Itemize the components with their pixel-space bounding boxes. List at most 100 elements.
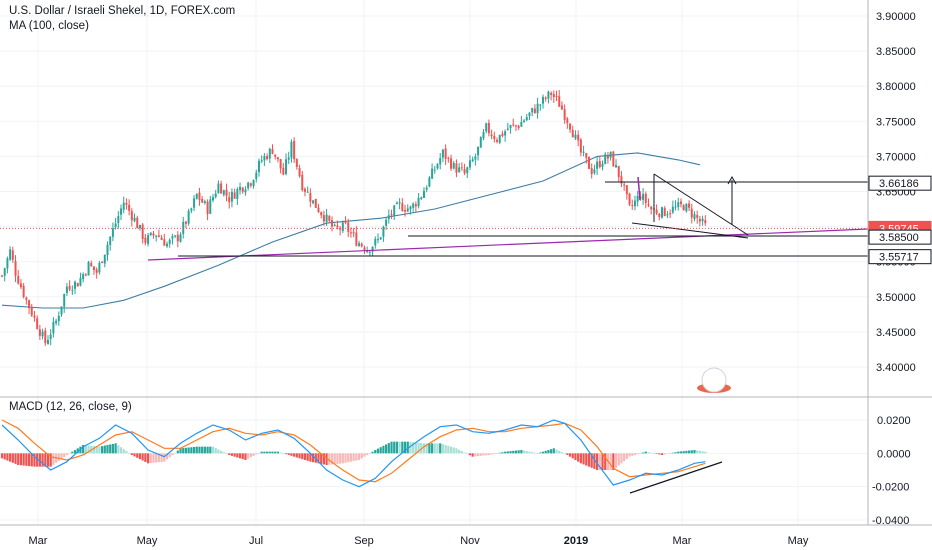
macd-histogram-bar [585,453,588,466]
candle-body [201,198,204,203]
trend-drawings[interactable] [0,173,869,261]
candle [193,195,196,212]
macd-histogram-bar [174,452,177,454]
candle-body [92,266,95,271]
x-tick-label: Nov [460,535,480,547]
macd-histogram-bar [679,451,683,454]
macd-histogram-bar [547,450,550,454]
candle [317,203,320,213]
macd-histogram-bar [138,453,142,460]
macd-histogram-bar [590,453,593,468]
candle [220,180,223,194]
candle-body [447,157,450,159]
candle [287,151,290,165]
macd-divergence-trendline [629,461,723,494]
candle-body [76,283,79,287]
candle [560,101,563,110]
candle [9,246,12,262]
candle [404,204,407,217]
macd-histogram-bar [520,450,523,454]
candle-body [290,141,293,158]
candle-body [579,139,582,153]
candle-body [563,109,566,120]
macd-histogram-bar [563,453,566,454]
macd-histogram-bar [309,453,312,462]
candle-body [374,238,377,246]
candle [341,220,344,233]
candle [593,164,596,175]
y-tick-label: 3.80000 [876,81,916,93]
candle-body [239,186,242,191]
candle [33,311,36,322]
macd-histogram-bar [625,453,628,459]
macd-histogram-bar [468,453,472,456]
candle [590,163,593,179]
macd-histogram-bar [236,453,239,458]
candle-body [309,193,312,202]
candle-body [349,232,352,234]
candle [184,220,187,229]
macd-histogram-bar [614,453,618,468]
candlestick-series[interactable] [1,90,707,346]
candle [382,225,385,242]
price-tag-label: 3.66186 [879,178,919,190]
macd-histogram-bar [103,445,106,454]
macd-histogram-bar [566,453,569,455]
macd-histogram-bar [301,453,304,460]
candle-body [679,201,682,205]
candle [479,136,482,148]
candle [331,216,334,232]
macd-histogram-bar [201,446,204,454]
candle [701,215,704,226]
candle [439,152,442,170]
candle [295,158,298,170]
candle [203,199,206,205]
macd-histogram-bar [441,444,445,454]
candle-body [168,239,171,244]
candle-body [533,108,536,114]
macd-histogram-bar [68,453,71,454]
macd-histogram-bar [27,453,31,467]
candle-body [60,306,63,315]
candle-body [303,188,306,192]
candle-body [558,96,561,107]
candle-body [444,148,447,159]
y-tick-label: 3.85000 [876,46,916,58]
candle-body [55,320,58,324]
macd-histogram-bar [447,445,450,454]
macd-histogram-bar [430,443,434,454]
macd-line [1,419,706,488]
candle-body [90,263,93,267]
candle-body [398,202,401,204]
macd-histogram-bar [403,441,407,454]
candle [271,144,274,155]
candle [468,155,471,171]
candle [157,229,160,238]
candle [244,186,247,196]
candle [276,156,279,163]
candle [601,160,604,171]
candle [71,285,74,295]
candle [120,204,123,220]
candle-body [274,154,277,157]
candle-body [347,222,350,232]
macd-histogram-bar [63,453,66,457]
candle-body [65,286,68,294]
macd-histogram-bar [401,441,404,454]
macd-histogram-bar [357,453,361,460]
candle [598,156,601,169]
candle-body [528,112,531,116]
candle [679,198,682,208]
candle-body [82,274,85,280]
candle [106,241,109,261]
macd-histogram-bar [119,447,123,454]
candle [582,145,585,157]
candle [303,187,306,197]
macd-histogram-bar [479,453,482,456]
candle [228,191,231,209]
macd-histogram-bar [525,451,528,454]
macd-histogram-bar [184,447,188,454]
macd-histogram-bar [652,453,656,454]
macd-histogram-bar [471,453,474,457]
